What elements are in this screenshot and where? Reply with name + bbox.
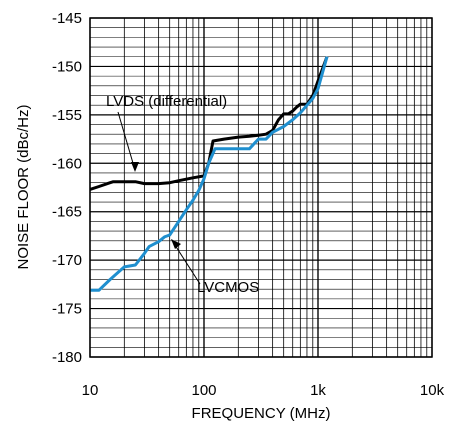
plot-frame [89,17,433,358]
x-tick-label: 10k [420,382,445,399]
lvcmos-leader-line [172,241,201,285]
y-tick-label: -170 [52,252,82,269]
x-tick-label: 10 [82,382,99,399]
x-tick-labels: 10 100 1k 10k [82,382,445,399]
series-layer [89,56,329,292]
x-axis-title: FREQUENCY (MHz) [192,405,331,422]
grid-lines [89,17,433,358]
lvds-leader-line [117,111,136,171]
y-tick-label: -150 [52,58,82,75]
y-tick-labels: -145 -150 -155 -160 -165 -170 -175 -180 [52,10,82,366]
x-tick-label: 100 [191,382,216,399]
y-tick-label: -155 [52,107,82,124]
lvds-arrowhead [131,162,139,172]
y-tick-label: -145 [52,10,82,27]
lvcmos-annotation: LVCMOS [197,279,259,296]
series-line-lvds-differential [89,56,329,191]
annotation-layer: LVDS (differential) LVCMOS [106,93,259,296]
y-tick-label: -175 [52,301,82,318]
series-line-lvcmos [90,56,329,292]
y-axis-title: NOISE FLOOR (dBc/Hz) [15,104,32,269]
x-tick-label: 1k [310,382,326,399]
y-tick-label: -160 [52,155,82,172]
lvds-annotation: LVDS (differential) [106,93,227,110]
y-tick-label: -180 [52,349,82,366]
y-tick-label: -165 [52,204,82,221]
lvcmos-arrowhead [171,239,181,249]
